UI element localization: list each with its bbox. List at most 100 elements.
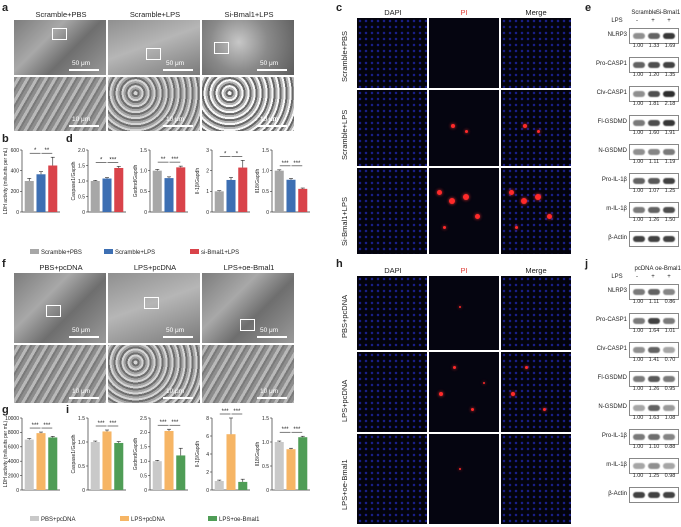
blot-band — [648, 492, 660, 498]
head-group: Si-Bmal1 — [655, 10, 681, 16]
blot-strip — [629, 231, 679, 247]
legend-top: Scramble+PBS — [30, 249, 82, 256]
merge-image — [501, 352, 571, 432]
dapi-image — [357, 18, 427, 88]
blot-band — [663, 492, 675, 498]
scale-bar — [257, 69, 287, 71]
bar — [274, 170, 284, 212]
lps-sign: + — [667, 18, 671, 24]
panel-label-e: e — [585, 2, 592, 14]
quant-value: 1.26 — [648, 217, 660, 223]
bar — [286, 179, 296, 212]
quant-value: 1.26 — [648, 386, 660, 392]
panel-label-d: d — [66, 133, 73, 145]
y-tick-label: 1.5 — [140, 445, 147, 451]
sig-label: * — [100, 157, 103, 163]
quant-value: 0.88 — [664, 444, 676, 450]
panel-label-c: c — [336, 2, 343, 14]
col-title: DAPI — [384, 266, 402, 275]
row-label: Scramble+PBS — [340, 30, 349, 82]
y-tick-label: 0.5 — [78, 194, 85, 200]
y-tick-label: 1.0 — [140, 168, 147, 174]
sem-zoom-image: 10 μm — [202, 345, 294, 403]
blot-strip — [629, 115, 679, 131]
legend-item: Scramble+PBS — [30, 249, 82, 256]
col-title: Scramble+LPS — [129, 10, 181, 19]
quant-value: 1.07 — [648, 188, 660, 194]
sem-zoom-image: 10 μm — [108, 77, 200, 131]
quant-value: 1.00 — [632, 217, 644, 223]
panel-label-h: h — [336, 258, 343, 270]
blot-band — [663, 463, 675, 469]
blot-band — [648, 376, 660, 382]
blot-strip — [629, 284, 679, 300]
bar — [238, 481, 248, 490]
quant-value: 1.00 — [632, 328, 644, 334]
legend-item: PBS+pcDNA — [30, 516, 76, 523]
quant-value: 1.00 — [632, 101, 644, 107]
y-tick-label: 2.5 — [140, 416, 147, 422]
blot-strip — [629, 487, 679, 503]
sig-label: *** — [293, 427, 301, 433]
quant-value: 1.25 — [648, 473, 660, 479]
blot-band — [663, 434, 675, 440]
sig-label: *** — [32, 423, 40, 429]
y-axis-label: LDH activity (miliunits per mL) — [3, 147, 9, 214]
dapi-image — [357, 276, 427, 350]
y-tick-label: 0 — [144, 210, 147, 216]
blot-label: Pro-CASP1 — [595, 317, 627, 323]
col-title: DAPI — [384, 8, 402, 17]
scale-bar — [257, 125, 287, 127]
blot-band — [663, 347, 675, 353]
y-tick-label: 1.5 — [140, 148, 147, 154]
blot-label: N-GSDMD — [598, 404, 627, 410]
blot-band — [663, 405, 675, 411]
quant-value: 1.41 — [648, 357, 660, 363]
legend-item: LPS+oe-Bmal1 — [208, 516, 260, 523]
roi-box — [144, 297, 159, 309]
y-tick-label: 0 — [206, 488, 209, 494]
y-tick-label: 1.5 — [262, 148, 269, 154]
col-title: Scramble+PBS — [35, 10, 87, 19]
bar — [226, 179, 236, 212]
y-tick-label: 0.5 — [140, 473, 147, 479]
sem-image: 50 μm — [108, 20, 200, 75]
blot-band — [633, 33, 645, 39]
dapi-image — [357, 90, 427, 166]
merge-image — [501, 18, 571, 88]
quant-value: 1.01 — [664, 328, 676, 334]
lps-sign: + — [651, 274, 655, 280]
pi-image — [429, 276, 499, 350]
dapi-image — [357, 434, 427, 524]
sem-zoom-image: 10 μm — [14, 345, 106, 403]
bar — [152, 461, 162, 490]
scale-label: 10 μm — [72, 116, 91, 123]
bar — [164, 178, 174, 212]
quant-value: 1.00 — [632, 299, 644, 305]
y-tick-label: 2000 — [8, 473, 19, 479]
bar — [164, 430, 174, 490]
row-label: PBS+pcDNA — [340, 294, 349, 338]
y-tick-label: 1.0 — [262, 168, 269, 174]
quant-value: 1.69 — [664, 43, 676, 49]
blot-label: Clv-CASP1 — [596, 90, 627, 96]
quant-value: 1.00 — [632, 43, 644, 49]
blot-band — [663, 91, 675, 97]
blot-band — [648, 405, 660, 411]
blot-strip — [629, 429, 679, 445]
bar — [36, 174, 46, 212]
blot-strip — [629, 28, 679, 44]
y-tick-label: 6000 — [8, 445, 19, 451]
y-axis-label: Gsdmd/Gapdh — [133, 165, 139, 198]
sig-label: * — [236, 151, 239, 157]
legend-item: Scramble+LPS — [104, 249, 155, 256]
blot-band — [663, 33, 675, 39]
blot-strip — [629, 57, 679, 73]
legend-text: Scramble+PBS — [41, 250, 82, 256]
quant-value: 1.00 — [632, 188, 644, 194]
scale-bar — [69, 69, 99, 71]
blot-band — [633, 149, 645, 155]
western-blot-e: Scramble Si-Bmal1 LPS - + + NLRP3 1.00 1.33 1.69 P… — [585, 10, 680, 260]
blot-strip — [629, 400, 679, 416]
